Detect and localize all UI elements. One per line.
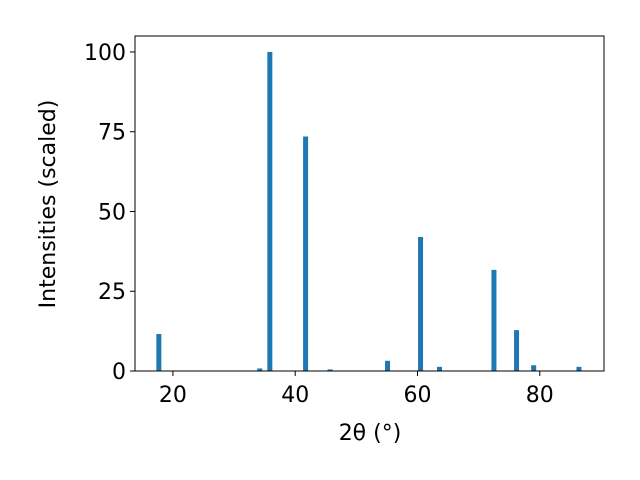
x-tick-label: 60 [404,383,432,408]
y-tick-label: 75 [98,121,126,146]
bar [267,51,273,371]
y-tick-label: 25 [98,280,126,305]
bar [491,269,497,371]
bar [257,368,263,371]
x-tick-label: 80 [526,383,554,408]
bar [418,237,424,371]
x-axis-label: 2θ (°) [339,421,402,446]
bar [576,366,582,371]
y-tick-label: 100 [84,41,126,66]
bar [156,333,162,371]
plot-frame [134,35,605,372]
bar [514,330,520,371]
bar [437,366,443,371]
bar [303,136,309,371]
y-axis-label: Intensities (scaled) [36,100,61,309]
y-tick-label: 50 [98,200,126,225]
bar [531,365,537,371]
x-tick-label: 40 [281,383,309,408]
x-tick-label: 20 [159,383,187,408]
bar [385,360,391,371]
y-tick-label: 0 [112,360,126,385]
bar [327,369,333,371]
